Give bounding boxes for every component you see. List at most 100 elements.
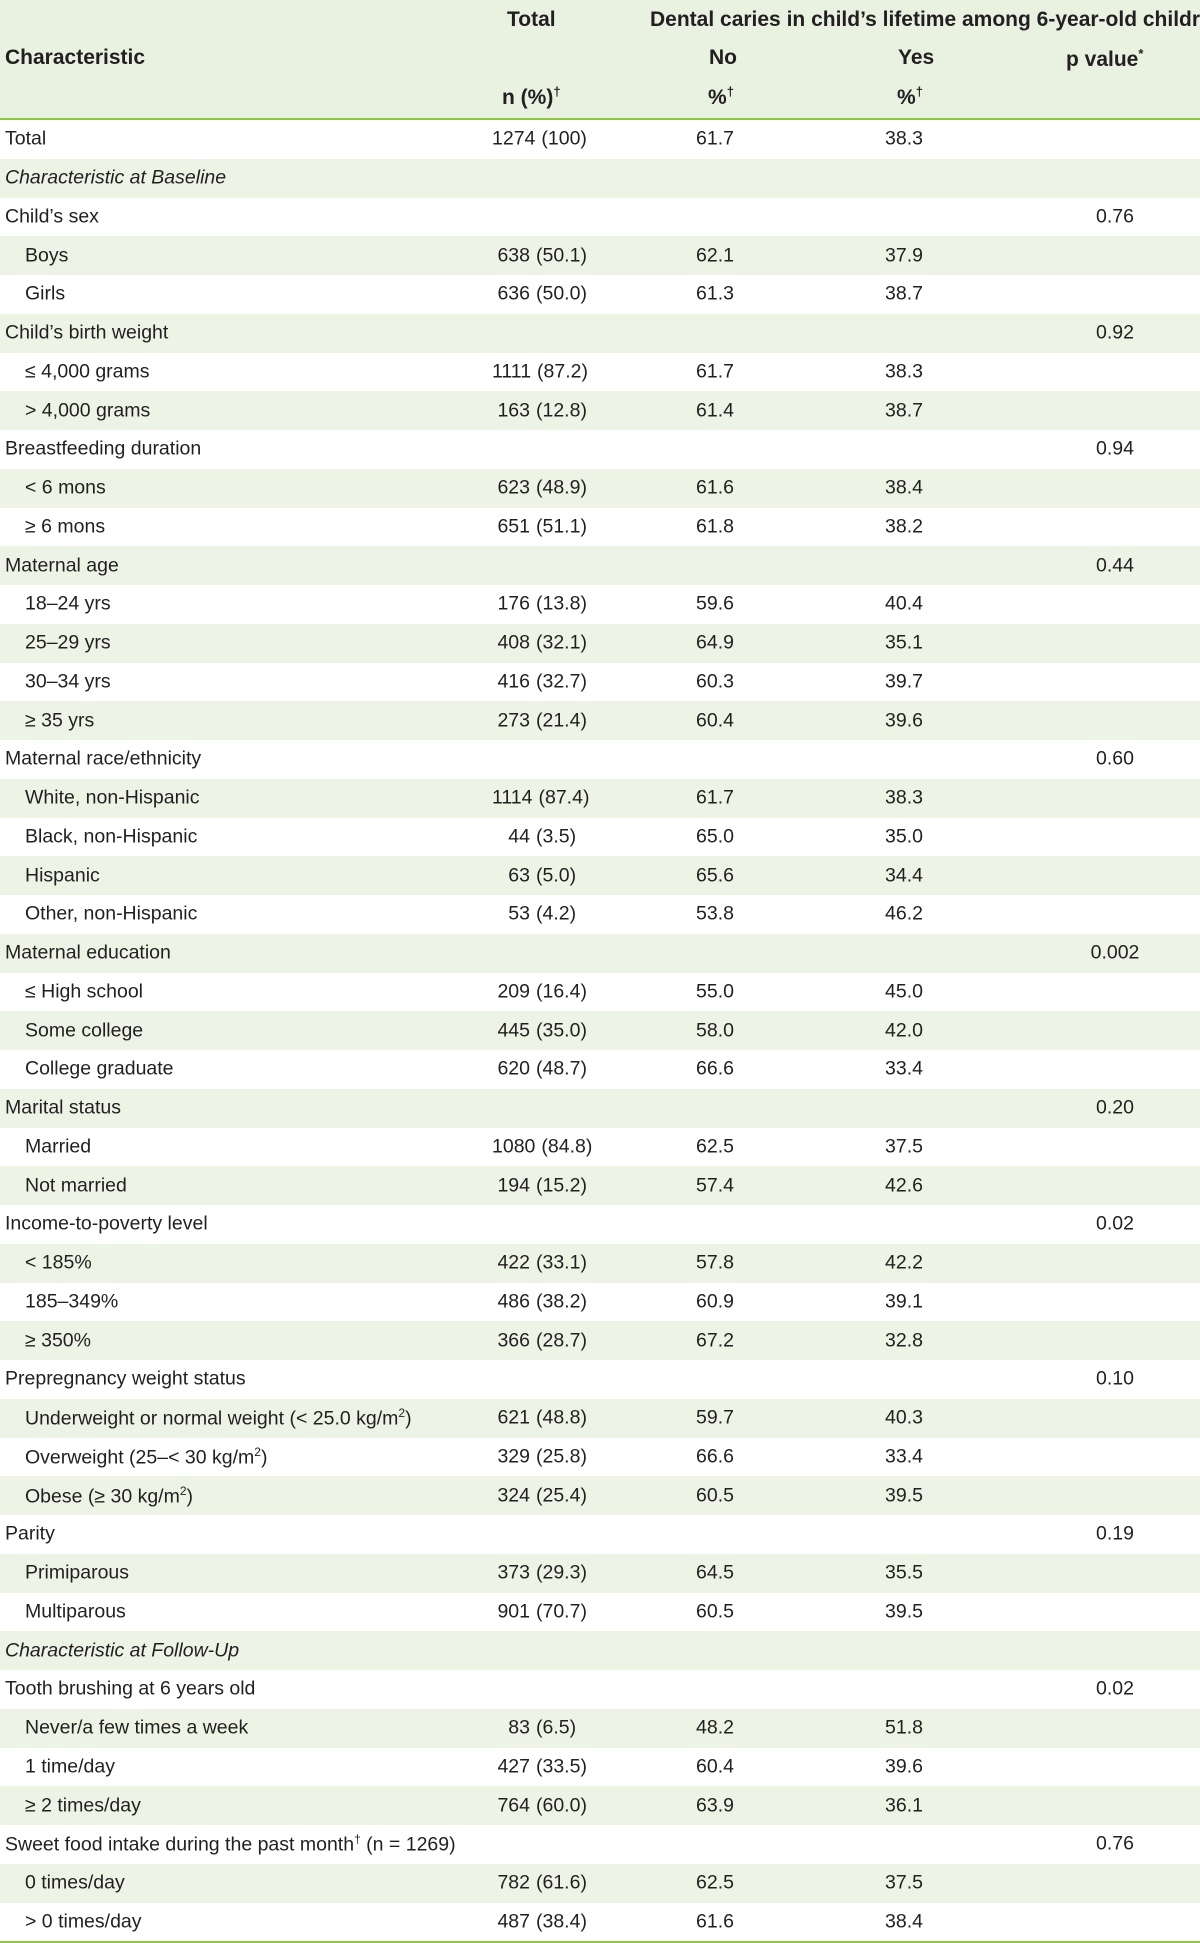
no-pct-cell: 62.5 (690, 1872, 740, 1895)
p-value-cell: 0.02 (1080, 1213, 1150, 1236)
total-n-cell: 1111(87.2) (492, 360, 582, 383)
no-pct-cell: 60.3 (690, 670, 740, 693)
yes-pct-cell: 46.2 (879, 903, 929, 926)
no-pct-cell: 57.8 (690, 1252, 740, 1275)
row-label: Characteristic at Follow-Up (5, 1639, 239, 1662)
total-n-cell: 486(38.2) (492, 1290, 582, 1313)
row-label: Overweight (25–< 30 kg/m2) (25, 1445, 267, 1470)
yes-pct-cell: 34.4 (879, 864, 929, 887)
p-value-cell: 0.20 (1080, 1097, 1150, 1120)
no-pct-cell: 61.6 (690, 1910, 740, 1933)
total-n-cell: 63(5.0) (492, 864, 582, 887)
yes-pct-cell: 38.2 (879, 515, 929, 538)
row-label: College graduate (25, 1058, 174, 1081)
table-header: Total Dental caries in child’s lifetime … (0, 0, 1200, 120)
no-pct-cell: 66.6 (690, 1445, 740, 1468)
yes-pct-cell: 33.4 (879, 1445, 929, 1468)
p-value-cell: 0.94 (1080, 438, 1150, 461)
total-n-cell: 638(50.1) (492, 244, 582, 267)
row-label: Underweight or normal weight (< 25.0 kg/… (25, 1406, 412, 1431)
total-n-cell: 445(35.0) (492, 1019, 582, 1042)
total-n-cell: 901(70.7) (492, 1600, 582, 1623)
row-label: Boys (25, 244, 68, 267)
yes-pct-cell: 38.7 (879, 399, 929, 422)
row-label: Not married (25, 1174, 127, 1197)
row-label: White, non-Hispanic (25, 787, 200, 810)
yes-pct-cell: 51.8 (879, 1717, 929, 1740)
yes-pct-cell: 38.3 (879, 360, 929, 383)
yes-pct-cell: 45.0 (879, 980, 929, 1003)
total-n-cell: 620(48.7) (492, 1058, 582, 1081)
total-n-cell: 83(6.5) (492, 1717, 582, 1740)
yes-pct-cell: 38.3 (879, 787, 929, 810)
total-n-cell: 1114(87.4) (492, 787, 582, 810)
total-n-cell: 1274(100) (492, 128, 582, 151)
no-pct-cell: 65.6 (690, 864, 740, 887)
header-total: Total (507, 8, 556, 32)
no-pct-cell: 61.7 (690, 360, 740, 383)
no-pct-cell: 60.5 (690, 1484, 740, 1507)
row-label: Girls (25, 283, 65, 306)
total-n-cell: 487(38.4) (492, 1910, 582, 1933)
no-pct-cell: 60.4 (690, 709, 740, 732)
no-pct-cell: 65.0 (690, 825, 740, 848)
row-label: > 4,000 grams (25, 399, 150, 422)
yes-pct-cell: 42.0 (879, 1019, 929, 1042)
no-pct-cell: 67.2 (690, 1329, 740, 1352)
section-row: Characteristic at Follow-Up (0, 1631, 1200, 1670)
yes-pct-cell: 38.4 (879, 1910, 929, 1933)
row-label: ≤ 4,000 grams (25, 360, 150, 383)
no-pct-cell: 53.8 (690, 903, 740, 926)
yes-pct-cell: 35.5 (879, 1562, 929, 1585)
yes-pct-cell: 36.1 (879, 1794, 929, 1817)
row-label: 30–34 yrs (25, 670, 111, 693)
yes-pct-cell: 39.6 (879, 709, 929, 732)
no-pct-cell: 63.9 (690, 1794, 740, 1817)
p-value-cell: 0.002 (1080, 942, 1150, 965)
no-pct-cell: 55.0 (690, 980, 740, 1003)
row-label: Never/a few times a week (25, 1717, 248, 1740)
row-label: Some college (25, 1019, 143, 1042)
row-label: Maternal age (5, 554, 119, 577)
row-label: 1 time/day (25, 1755, 115, 1778)
total-n-cell: 422(33.1) (492, 1252, 582, 1275)
header-group-title: Dental caries in child’s lifetime among … (650, 8, 1200, 32)
yes-pct-cell: 39.5 (879, 1600, 929, 1623)
yes-pct-cell: 38.4 (879, 477, 929, 500)
row-label: < 6 mons (25, 477, 106, 500)
no-pct-cell: 66.6 (690, 1058, 740, 1081)
row-label: Hispanic (25, 864, 100, 887)
yes-pct-cell: 37.9 (879, 244, 929, 267)
p-value-cell: 0.92 (1080, 322, 1150, 345)
p-value-cell: 0.19 (1080, 1523, 1150, 1546)
yes-pct-cell: 42.2 (879, 1252, 929, 1275)
header-n-pct: n (%)† (502, 84, 561, 110)
header-pct-no: %† (708, 84, 734, 110)
no-pct-cell: 64.9 (690, 632, 740, 655)
header-no: No (709, 46, 737, 70)
row-label: Other, non-Hispanic (25, 903, 197, 926)
total-n-cell: 163(12.8) (492, 399, 582, 422)
row-label: Marital status (5, 1097, 121, 1120)
row-label: Obese (≥ 30 kg/m2) (25, 1483, 193, 1508)
no-pct-cell: 59.7 (690, 1407, 740, 1430)
p-value-cell: 0.02 (1080, 1678, 1150, 1701)
yes-pct-cell: 33.4 (879, 1058, 929, 1081)
total-n-cell: 324(25.4) (492, 1484, 582, 1507)
yes-pct-cell: 39.7 (879, 670, 929, 693)
total-n-cell: 764(60.0) (492, 1794, 582, 1817)
